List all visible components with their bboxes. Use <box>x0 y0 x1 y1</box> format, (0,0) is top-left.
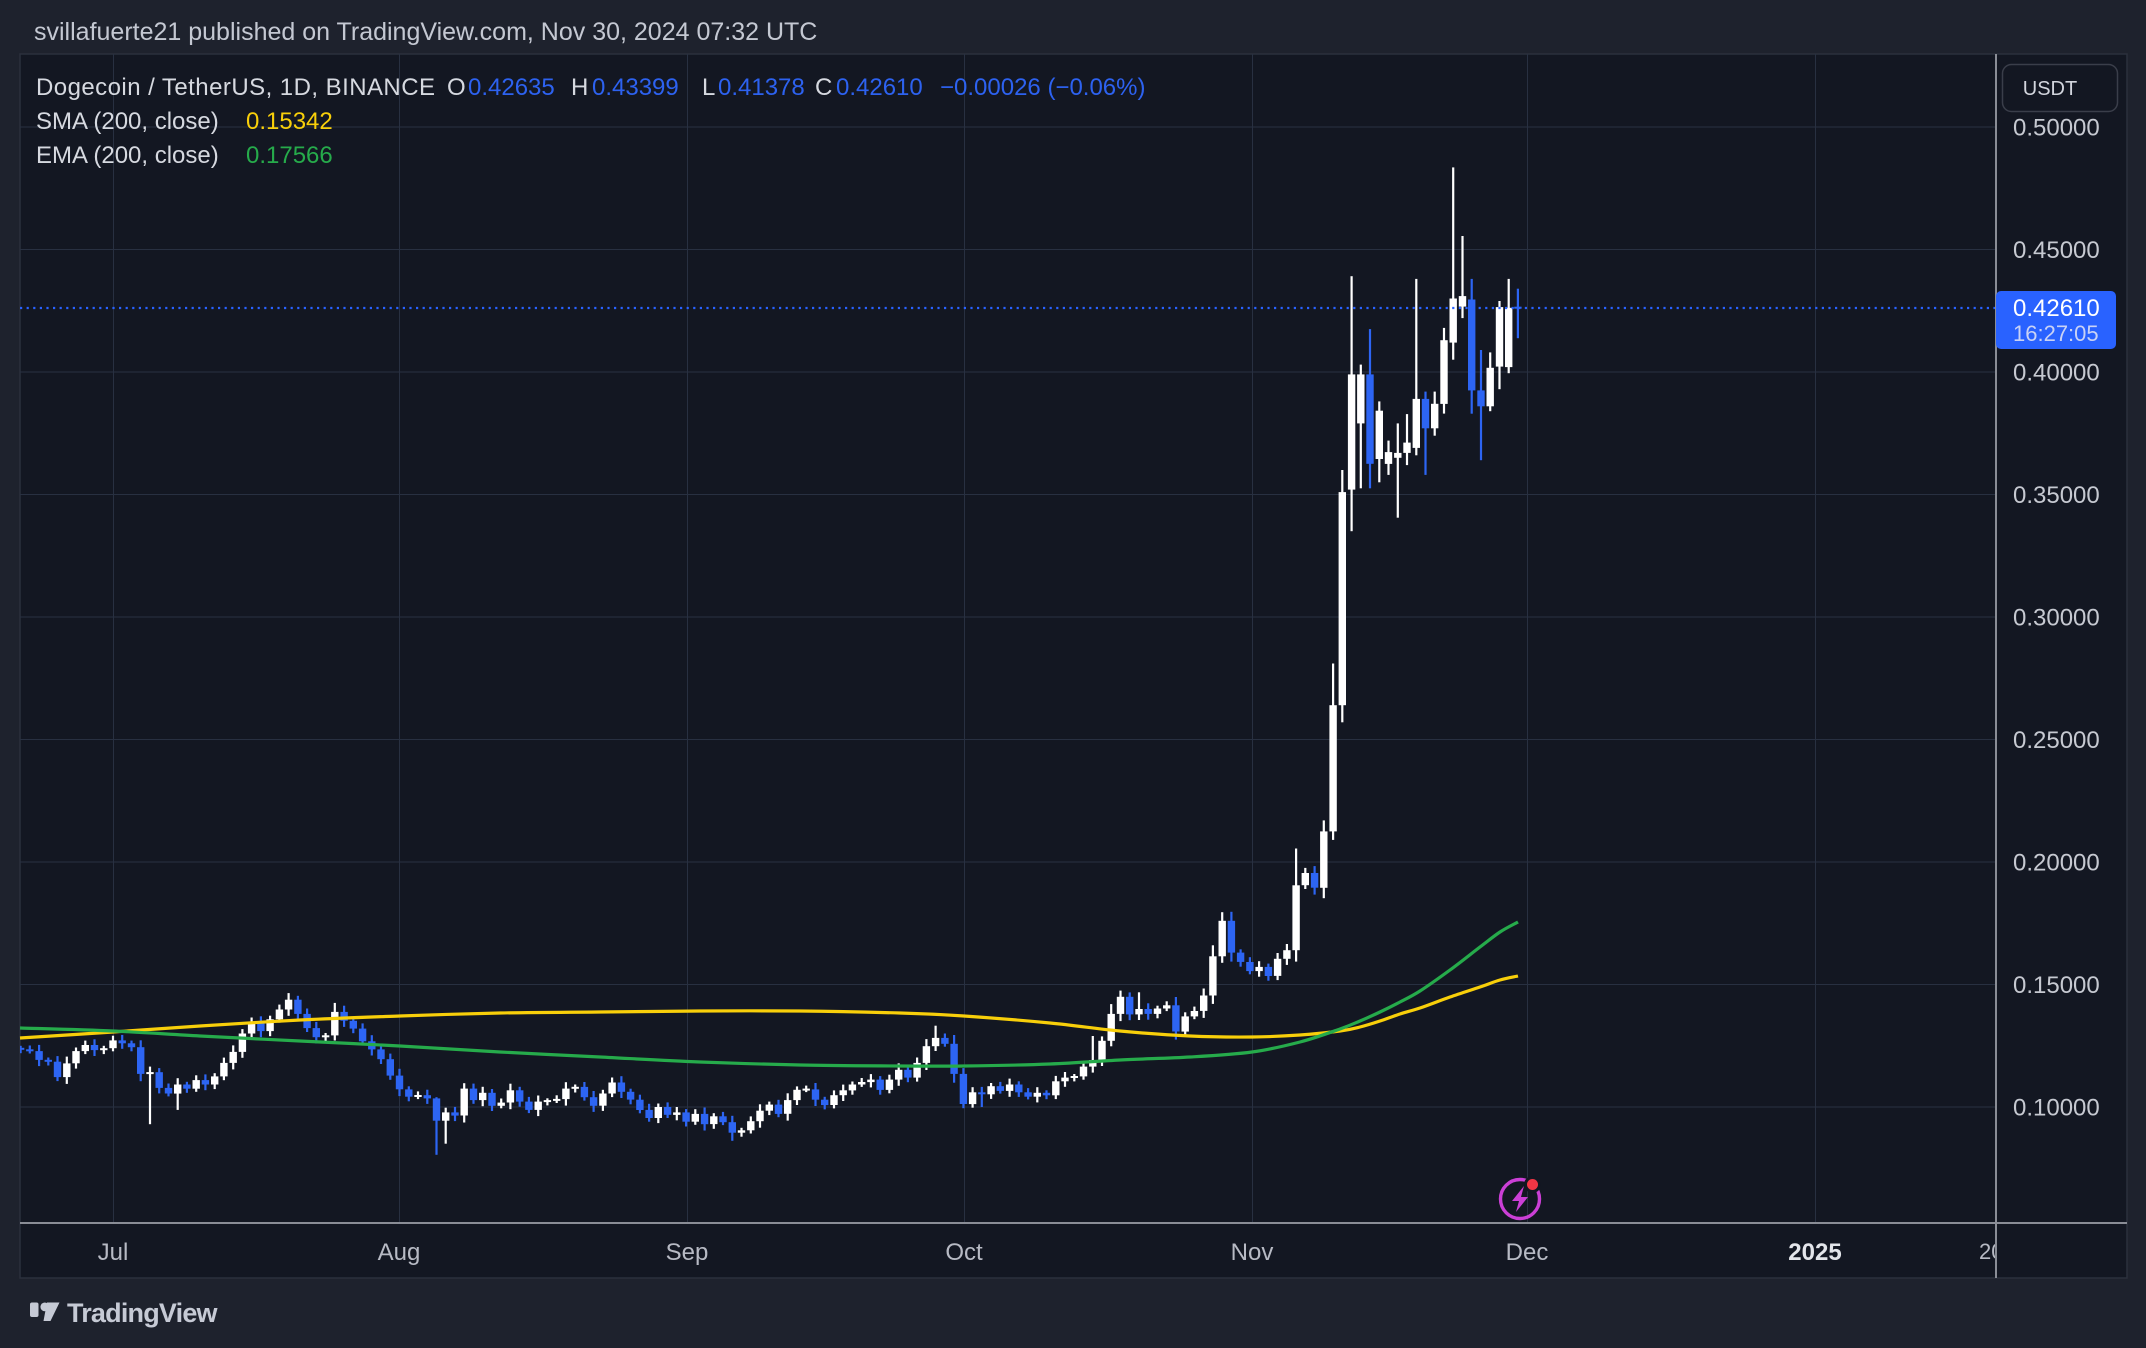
svg-text:0.42635: 0.42635 <box>468 74 555 101</box>
svg-text:0.15342: 0.15342 <box>246 108 333 135</box>
svg-text:Jul: Jul <box>98 1239 129 1266</box>
svg-text:Dogecoin / TetherUS, 1D, BINAN: Dogecoin / TetherUS, 1D, BINANCE <box>36 74 435 101</box>
svg-text:16:27:05: 16:27:05 <box>2013 321 2099 346</box>
svg-text:0.10000: 0.10000 <box>2013 1095 2100 1122</box>
svg-text:2025: 2025 <box>1788 1239 1841 1266</box>
svg-text:EMA (200, close): EMA (200, close) <box>36 142 219 169</box>
svg-text:0.40000: 0.40000 <box>2013 360 2100 387</box>
svg-text:0.15000: 0.15000 <box>2013 972 2100 999</box>
svg-text:20: 20 <box>1979 1239 2003 1264</box>
svg-text:Oct: Oct <box>945 1239 983 1266</box>
svg-text:Dec: Dec <box>1506 1239 1549 1266</box>
svg-text:−0.00026 (−0.06%): −0.00026 (−0.06%) <box>940 74 1146 101</box>
svg-text:0.42610: 0.42610 <box>2013 295 2100 322</box>
svg-text:0.20000: 0.20000 <box>2013 850 2100 877</box>
svg-text:0.42610: 0.42610 <box>836 74 923 101</box>
svg-text:Sep: Sep <box>666 1239 709 1266</box>
svg-text:0.43399: 0.43399 <box>592 74 679 101</box>
svg-text:0.17566: 0.17566 <box>246 142 333 169</box>
svg-text:Nov: Nov <box>1231 1239 1274 1266</box>
svg-text:Aug: Aug <box>378 1239 421 1266</box>
svg-text:C: C <box>815 74 832 101</box>
svg-text:L: L <box>702 74 715 101</box>
svg-text:svillafuerte21 published on Tr: svillafuerte21 published on TradingView.… <box>34 18 817 46</box>
svg-text:0.30000: 0.30000 <box>2013 605 2100 632</box>
svg-text:0.45000: 0.45000 <box>2013 237 2100 264</box>
svg-text:0.25000: 0.25000 <box>2013 727 2100 754</box>
svg-text:SMA (200, close): SMA (200, close) <box>36 108 219 135</box>
svg-text:0.35000: 0.35000 <box>2013 482 2100 509</box>
svg-text:H: H <box>571 74 588 101</box>
svg-text:0.41378: 0.41378 <box>718 74 805 101</box>
svg-text:USDT: USDT <box>2023 78 2077 100</box>
svg-text:TradingView: TradingView <box>67 1298 219 1328</box>
svg-text:0.50000: 0.50000 <box>2013 115 2100 142</box>
svg-text:O: O <box>447 74 466 101</box>
